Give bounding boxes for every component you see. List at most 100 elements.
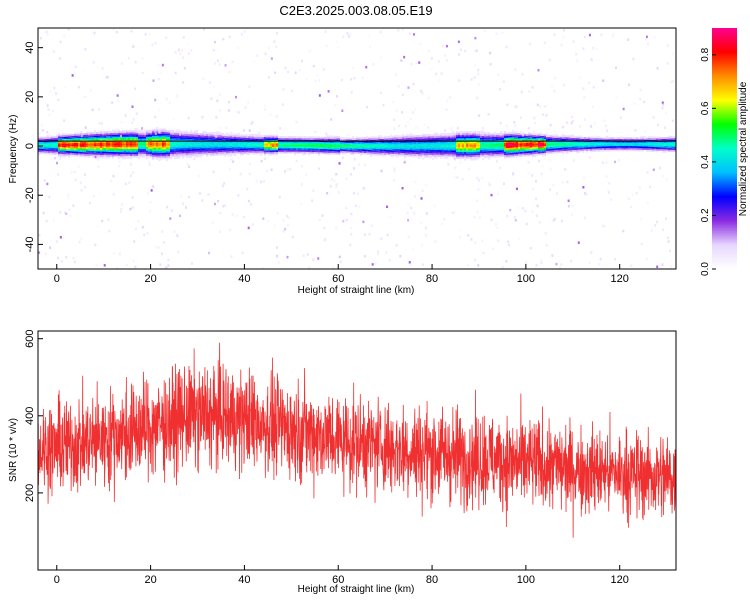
heatmap-cell [328, 147, 331, 150]
heatmap-cell [352, 146, 355, 149]
noise-cell [244, 106, 247, 109]
heatmap-cell [512, 133, 515, 136]
heatmap-cell [392, 143, 395, 146]
heatmap-cell [628, 142, 631, 145]
heatmap-cell [192, 133, 195, 136]
heatmap-cell [554, 144, 557, 147]
heatmap-cell [426, 145, 429, 148]
heatmap-cell [436, 137, 439, 140]
heatmap-cell [198, 143, 201, 146]
heatmap-cell [86, 136, 89, 139]
noise-cell [656, 123, 659, 127]
heatmap-cell [592, 138, 595, 141]
heatmap-cell [534, 136, 537, 139]
heatmap-cell [238, 134, 241, 137]
heatmap-cell [106, 149, 109, 152]
heatmap-cell [156, 145, 159, 148]
heatmap-cell [492, 133, 495, 136]
noise-cell [141, 225, 144, 229]
heatmap-cell [220, 138, 223, 140]
noise-cell [388, 259, 391, 262]
heatmap-cell [154, 149, 157, 152]
heatmap-cell [58, 144, 61, 147]
noise-cell [345, 206, 348, 210]
heatmap-cell [650, 143, 653, 146]
heatmap-cell [470, 158, 473, 161]
heatmap-cell [632, 139, 635, 141]
heatmap-cell [226, 142, 229, 145]
heatmap-cell [130, 157, 133, 160]
heatmap-cell [366, 139, 369, 142]
heatmap-cell [304, 146, 307, 149]
heatmap-cell [440, 137, 443, 140]
heatmap-cell [166, 130, 169, 132]
heatmap-cell [252, 135, 255, 138]
heatmap-cell [246, 142, 249, 145]
heatmap-cell [142, 155, 145, 158]
heatmap-cell [238, 150, 241, 153]
heatmap-cell [402, 151, 405, 154]
heatmap-cell [300, 144, 303, 147]
heatmap-cell [220, 151, 223, 154]
heatmap-cell [162, 143, 165, 146]
heatmap-cell [494, 148, 497, 151]
heatmap-cell [332, 151, 335, 154]
heatmap-cell [452, 134, 455, 137]
heatmap-cell [58, 153, 61, 156]
heatmap-cell [62, 134, 65, 137]
heatmap-cell [282, 141, 285, 144]
heatmap-cell [208, 149, 211, 152]
noise-cell [173, 230, 176, 233]
heatmap-cell [342, 145, 345, 148]
heatmap-cell [466, 144, 469, 147]
heatmap-cell [68, 150, 71, 153]
heatmap-cell [194, 152, 197, 155]
heatmap-cell [582, 150, 585, 153]
heatmap-cell [326, 149, 329, 151]
heatmap-cell [124, 155, 127, 158]
heatmap-cell [52, 142, 55, 145]
heatmap-cell [422, 135, 425, 138]
noise-cell [73, 170, 76, 174]
noise-cell [91, 108, 94, 112]
heatmap-cell [84, 150, 87, 153]
heatmap-cell [172, 155, 175, 158]
heatmap-cell [504, 137, 507, 140]
noise-cell [349, 243, 352, 247]
heatmap-cell [140, 133, 143, 136]
heatmap-cell [670, 139, 673, 142]
heatmap-cell [464, 155, 467, 158]
noise-cell [550, 85, 553, 88]
heatmap-cell [56, 139, 59, 142]
heatmap-cell [496, 136, 499, 139]
noise-cell [112, 252, 115, 255]
heatmap-cell [586, 143, 589, 146]
heatmap-cell [530, 143, 533, 146]
heatmap-cell [476, 142, 479, 145]
heatmap-cell [360, 136, 363, 139]
noise-cell [286, 168, 289, 171]
heatmap-cell [164, 145, 167, 148]
heatmap-cell [426, 147, 429, 150]
heatmap-cell [204, 151, 207, 154]
heatmap-cell [428, 137, 431, 140]
heatmap-cell [490, 142, 493, 145]
spectrogram-x-tick-label: 60 [332, 273, 344, 285]
heatmap-cell [462, 153, 465, 156]
heatmap-cell [176, 151, 179, 154]
heatmap-cell [516, 136, 519, 139]
heatmap-cell [456, 153, 459, 156]
heatmap-cell [632, 144, 635, 147]
heatmap-cell [534, 148, 537, 151]
heatmap-cell [488, 138, 491, 141]
heatmap-cell [426, 142, 429, 145]
heatmap-cell [452, 136, 455, 139]
heatmap-cell [488, 144, 491, 146]
heatmap-cell [536, 141, 539, 144]
heatmap-cell [128, 152, 131, 155]
heatmap-cell [408, 137, 411, 140]
noise-cell [316, 73, 319, 77]
heatmap-cell [596, 143, 599, 146]
heatmap-cell [164, 138, 167, 141]
heatmap-cell [140, 152, 143, 155]
